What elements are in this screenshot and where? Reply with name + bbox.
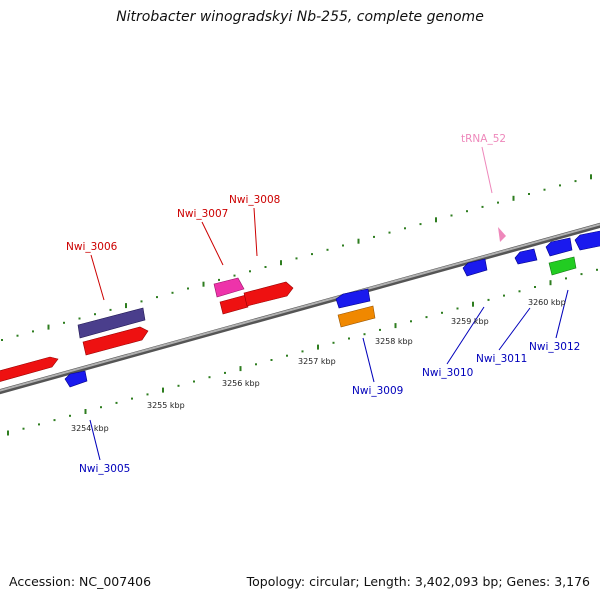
kbp-labels: 3254 kbp 3255 kbp 3256 kbp 3257 kbp 3258… <box>71 298 566 433</box>
kbp-label: 3258 kbp <box>375 337 413 346</box>
gene-feature-nwi-3012-blue[interactable] <box>545 237 573 257</box>
kbp-label: 3257 kbp <box>298 357 336 366</box>
gene-label-nwi-3011[interactable]: Nwi_3011 <box>476 353 527 365</box>
genome-backbone-highlight <box>0 223 600 392</box>
gene-feature-nwi-3009-orange[interactable] <box>337 305 376 328</box>
callout-line-trna-52 <box>481 146 493 194</box>
kbp-label: 3254 kbp <box>71 424 109 433</box>
gene-label-nwi-3008[interactable]: Nwi_3008 <box>229 194 280 206</box>
gene-feature-nwi-3013[interactable] <box>574 230 600 251</box>
gene-feature-nwi-3009[interactable] <box>335 288 371 309</box>
trna-feature-trna-52[interactable] <box>498 227 506 242</box>
gene-label-nwi-3012[interactable]: Nwi_3012 <box>529 341 580 353</box>
callout-line-nwi-3010 <box>446 306 485 365</box>
callout-line-nwi-3008 <box>253 207 258 257</box>
gene-feature-nwi-3008[interactable] <box>243 281 294 307</box>
kbp-label: 3260 kbp <box>528 298 566 307</box>
gene-label-nwi-3010[interactable]: Nwi_3010 <box>422 367 473 379</box>
accession-text: Accession: NC_007406 <box>9 574 152 589</box>
gene-feature-nwi-3011[interactable] <box>514 248 538 265</box>
gene-feature-nwi-3012[interactable] <box>548 256 577 276</box>
reverse-strand-ticks <box>7 268 598 436</box>
callout-line-nwi-3006 <box>90 254 105 301</box>
callout-line-nwi-3011 <box>498 307 531 351</box>
callout-line-nwi-3007 <box>201 221 224 266</box>
gene-feature-nwi-3007-cds[interactable] <box>219 294 249 315</box>
kbp-label: 3256 kbp <box>222 379 260 388</box>
gene-label-nwi-3006[interactable]: Nwi_3006 <box>66 241 118 253</box>
gene-label-nwi-3005[interactable]: Nwi_3005 <box>79 463 130 475</box>
gene-feature-nwi-3004[interactable] <box>0 356 59 383</box>
genome-summary-text: Topology: circular; Length: 3,402,093 bp… <box>246 574 590 589</box>
callout-lines <box>89 146 569 461</box>
callout-line-nwi-3005 <box>89 419 101 461</box>
gene-feature-nwi-3005[interactable] <box>64 370 88 388</box>
map-title: Nitrobacter winogradskyi Nb-255, complet… <box>116 9 484 25</box>
kbp-label: 3255 kbp <box>147 401 185 410</box>
gene-label-nwi-3009[interactable]: Nwi_3009 <box>352 385 403 397</box>
callout-line-nwi-3012 <box>555 289 569 339</box>
gene-feature-nwi-3006[interactable] <box>77 307 146 339</box>
gene-feature-nwi-3006-cds[interactable] <box>82 326 149 356</box>
gene-label-nwi-3007[interactable]: Nwi_3007 <box>177 208 228 220</box>
kbp-label: 3259 kbp <box>451 317 489 326</box>
gene-feature-nwi-3007[interactable] <box>213 277 245 298</box>
callout-line-nwi-3009 <box>362 337 375 383</box>
gene-labels: Nwi_3005 Nwi_3006 Nwi_3007 Nwi_3008 Nwi_… <box>66 133 580 475</box>
gene-label-trna-52[interactable]: tRNA_52 <box>461 133 506 145</box>
gene-feature-nwi-3010[interactable] <box>462 258 488 277</box>
gene-features[interactable] <box>0 227 600 388</box>
forward-strand-ticks <box>1 174 592 341</box>
